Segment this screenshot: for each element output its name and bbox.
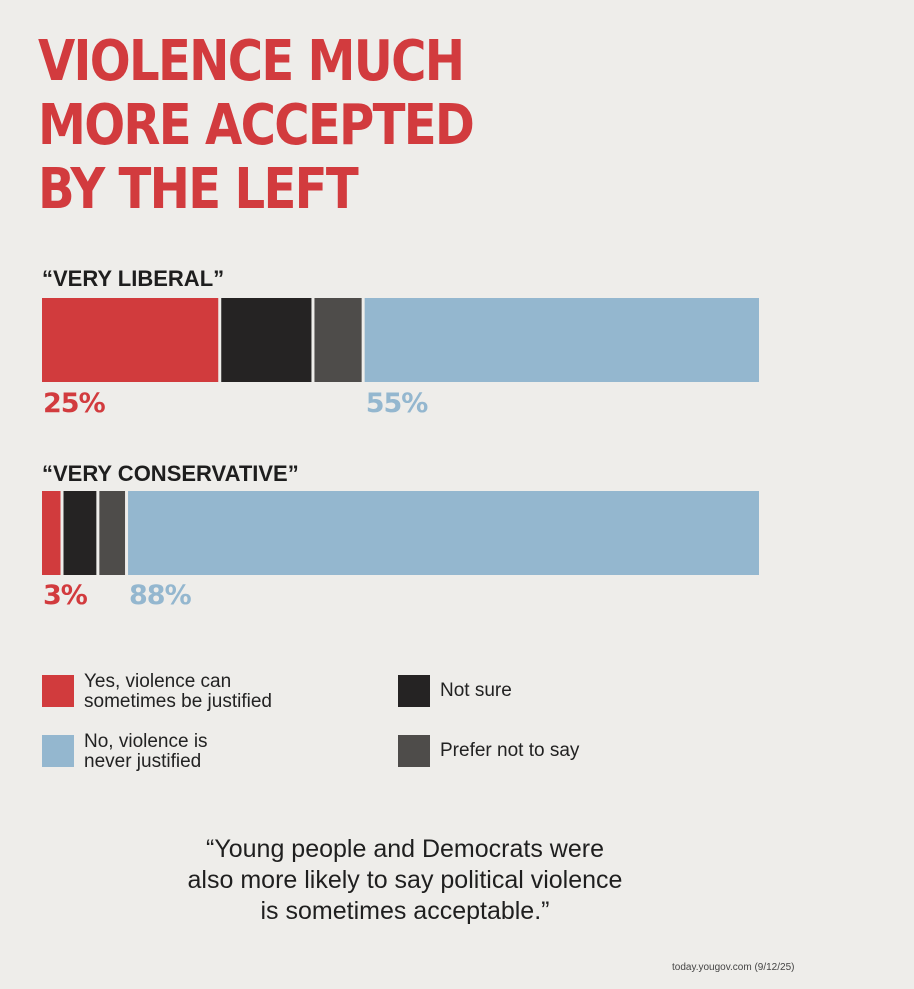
bar-very-liberal-prefer-not	[314, 298, 362, 382]
bar-very-conservative-yes	[42, 491, 61, 575]
bar-very-liberal-yes	[42, 298, 219, 382]
legend-swatch-no	[42, 735, 74, 767]
legend-no-line-2: never justified	[84, 751, 202, 772]
legend-prefer-not-line-1: Prefer not to say	[440, 740, 580, 761]
legend-not-sure-line-1: Not sure	[440, 680, 512, 701]
legend-yes-line-1: Yes, violence can	[84, 671, 232, 692]
quote-line-3: is sometimes acceptable.”	[260, 897, 550, 925]
bar-very-conservative-no	[128, 491, 760, 575]
legend-text-not-sure: Not sure	[440, 681, 512, 701]
title-line-1: VIOLENCE MUCH	[38, 29, 465, 94]
category-label-very-liberal: “VERY LIBERAL”	[42, 266, 225, 291]
legend-text-no: No, violence is never justified	[84, 732, 208, 772]
data-label-conservative-yes: 3%	[43, 580, 88, 611]
bar-very-conservative-not-sure	[63, 491, 97, 575]
bar-very-liberal-no	[364, 298, 759, 382]
legend-item-not-sure: Not sure	[398, 675, 512, 707]
data-label-conservative-no: 88%	[129, 580, 192, 611]
legend-swatch-not-sure	[398, 675, 430, 707]
legend-swatch-yes	[42, 675, 74, 707]
title-line-3: BY THE LEFT	[38, 157, 359, 222]
chart-title: VIOLENCE MUCH MORE ACCEPTED BY THE LEFT	[38, 30, 571, 222]
quote-line-2: also more likely to say political violen…	[187, 866, 623, 894]
quote: “Young people and Democrats were also mo…	[100, 834, 710, 927]
legend-item-prefer-not: Prefer not to say	[398, 735, 579, 767]
source-credit: today.yougov.com (9/12/25)	[672, 962, 795, 973]
bar-very-liberal-not-sure	[221, 298, 312, 382]
bar-very-conservative-prefer-not	[99, 491, 126, 575]
legend-text-yes: Yes, violence can sometimes be justified	[84, 672, 272, 712]
data-label-liberal-yes: 25%	[43, 388, 106, 419]
title-line-2: MORE ACCEPTED	[38, 93, 475, 158]
data-label-liberal-no: 55%	[365, 388, 429, 419]
legend-item-yes: Yes, violence can sometimes be justified	[42, 672, 272, 712]
legend-no-line-1: No, violence is	[84, 731, 208, 752]
legend-text-prefer-not: Prefer not to say	[440, 741, 579, 761]
quote-line-1: “Young people and Democrats were	[206, 835, 604, 863]
legend-yes-line-2: sometimes be justified	[84, 691, 272, 712]
legend-swatch-prefer-not	[398, 735, 430, 767]
category-label-very-conservative: “VERY CONSERVATIVE”	[42, 461, 299, 486]
legend-item-no: No, violence is never justified	[42, 732, 208, 772]
